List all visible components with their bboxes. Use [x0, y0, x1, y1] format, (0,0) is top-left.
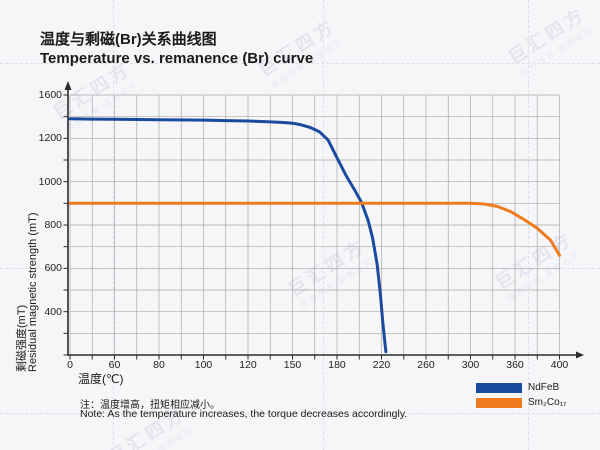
y-tick-label: 800	[44, 219, 62, 231]
legend-label-ndfeb: NdFeB	[528, 382, 560, 393]
data-series-curves	[68, 117, 561, 354]
x-tick-label: 150	[283, 359, 302, 371]
chart-legend: NdFeB Sm₂Co₁₇	[476, 382, 566, 412]
x-tick-label: 180	[328, 359, 346, 371]
note-en: Note: As the temperature increases, the …	[80, 408, 408, 420]
y-tick-label: 1200	[38, 132, 62, 145]
y-axis-title-en: Residual magnetic strength (mT)	[27, 212, 39, 372]
chart-title-cn: 温度与剩磁(Br)关系曲线图	[40, 31, 217, 48]
x-tick-label: 400	[550, 359, 569, 371]
x-tick-label: 0	[67, 359, 73, 371]
y-tick-label: 400	[44, 305, 62, 318]
x-tick-label: 260	[417, 359, 435, 371]
x-tick-label: 120	[239, 359, 257, 371]
legend-swatch-ndfeb	[476, 382, 522, 393]
x-tick-label: 80	[153, 359, 165, 371]
legend-label-sm2co17: Sm₂Co₁₇	[528, 397, 567, 408]
axes	[63, 81, 584, 360]
x-tick-label: 100	[194, 359, 213, 371]
y-tick-label: 1000	[38, 175, 62, 188]
y-tick-label: 600	[44, 262, 62, 275]
note-cn: 注：温度增高，扭矩相应减小。	[80, 400, 220, 411]
chart-title-en: Temperature vs. remanence (Br) curve	[40, 50, 314, 67]
legend-item-ndfeb: NdFeB	[476, 382, 566, 393]
y-tick-label: 1600	[38, 89, 62, 101]
x-tick-label: 60	[108, 359, 121, 371]
x-tick-label: 220	[372, 359, 391, 371]
legend-item-sm2co17: Sm₂Co₁₇	[476, 397, 566, 408]
grid-lines	[69, 94, 560, 356]
guide-line-horizontal	[0, 413, 600, 414]
x-tick-label: 360	[506, 359, 524, 371]
guide-line-horizontal	[0, 63, 600, 64]
legend-swatch-sm2co17	[476, 397, 522, 408]
x-tick-label: 300	[461, 359, 480, 371]
x-axis-title: 温度(℃)	[78, 372, 124, 386]
series-curve-sm2co17	[68, 201, 561, 257]
series-curve-ndfeb	[68, 117, 388, 354]
